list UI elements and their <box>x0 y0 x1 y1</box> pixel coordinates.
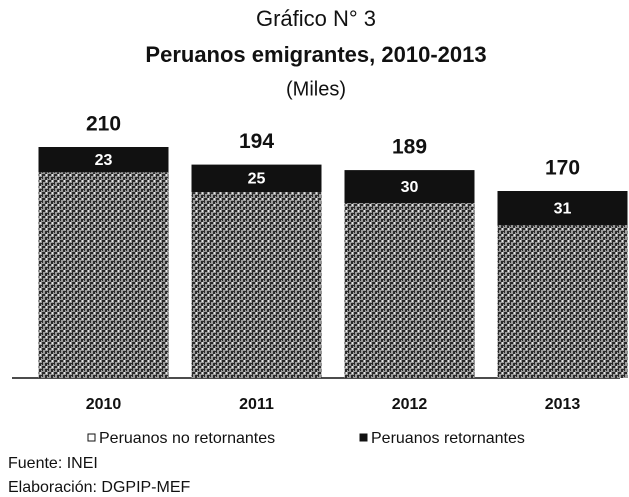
total-label: 170 <box>545 157 580 180</box>
x-tick-label: 2013 <box>545 396 581 413</box>
credit: Elaboración: DGPIP-MEF <box>8 479 191 496</box>
bar-segment <box>191 192 322 378</box>
data-label: 23 <box>95 152 113 169</box>
chart-title: Gráfico N° 3 <box>256 6 376 31</box>
bar-segment <box>38 172 169 378</box>
legend-label: Peruanos retornantes <box>371 430 525 447</box>
bar-segment <box>191 164 322 193</box>
bar-segment <box>344 170 475 204</box>
data-label: 30 <box>401 179 419 196</box>
chart-subtitle: Peruanos emigrantes, 2010-2013 <box>145 42 486 67</box>
bar-segment <box>38 147 169 173</box>
total-label: 210 <box>86 113 121 136</box>
bar-segment <box>344 203 475 378</box>
legend-swatch <box>359 433 368 442</box>
legend-label: Peruanos no retornantes <box>99 430 275 447</box>
bar-segment <box>497 225 628 378</box>
unit-label: (Miles) <box>286 78 346 100</box>
x-tick-label: 2011 <box>239 396 274 413</box>
data-label: 25 <box>248 171 266 188</box>
bar-segment <box>497 191 628 226</box>
total-label: 189 <box>392 136 427 159</box>
x-tick-label: 2012 <box>392 396 428 413</box>
source: Fuente: INEI <box>8 455 98 472</box>
total-label: 194 <box>239 130 274 153</box>
x-tick-label: 2010 <box>86 396 122 413</box>
data-label: 31 <box>554 200 572 217</box>
legend-swatch <box>87 433 96 442</box>
